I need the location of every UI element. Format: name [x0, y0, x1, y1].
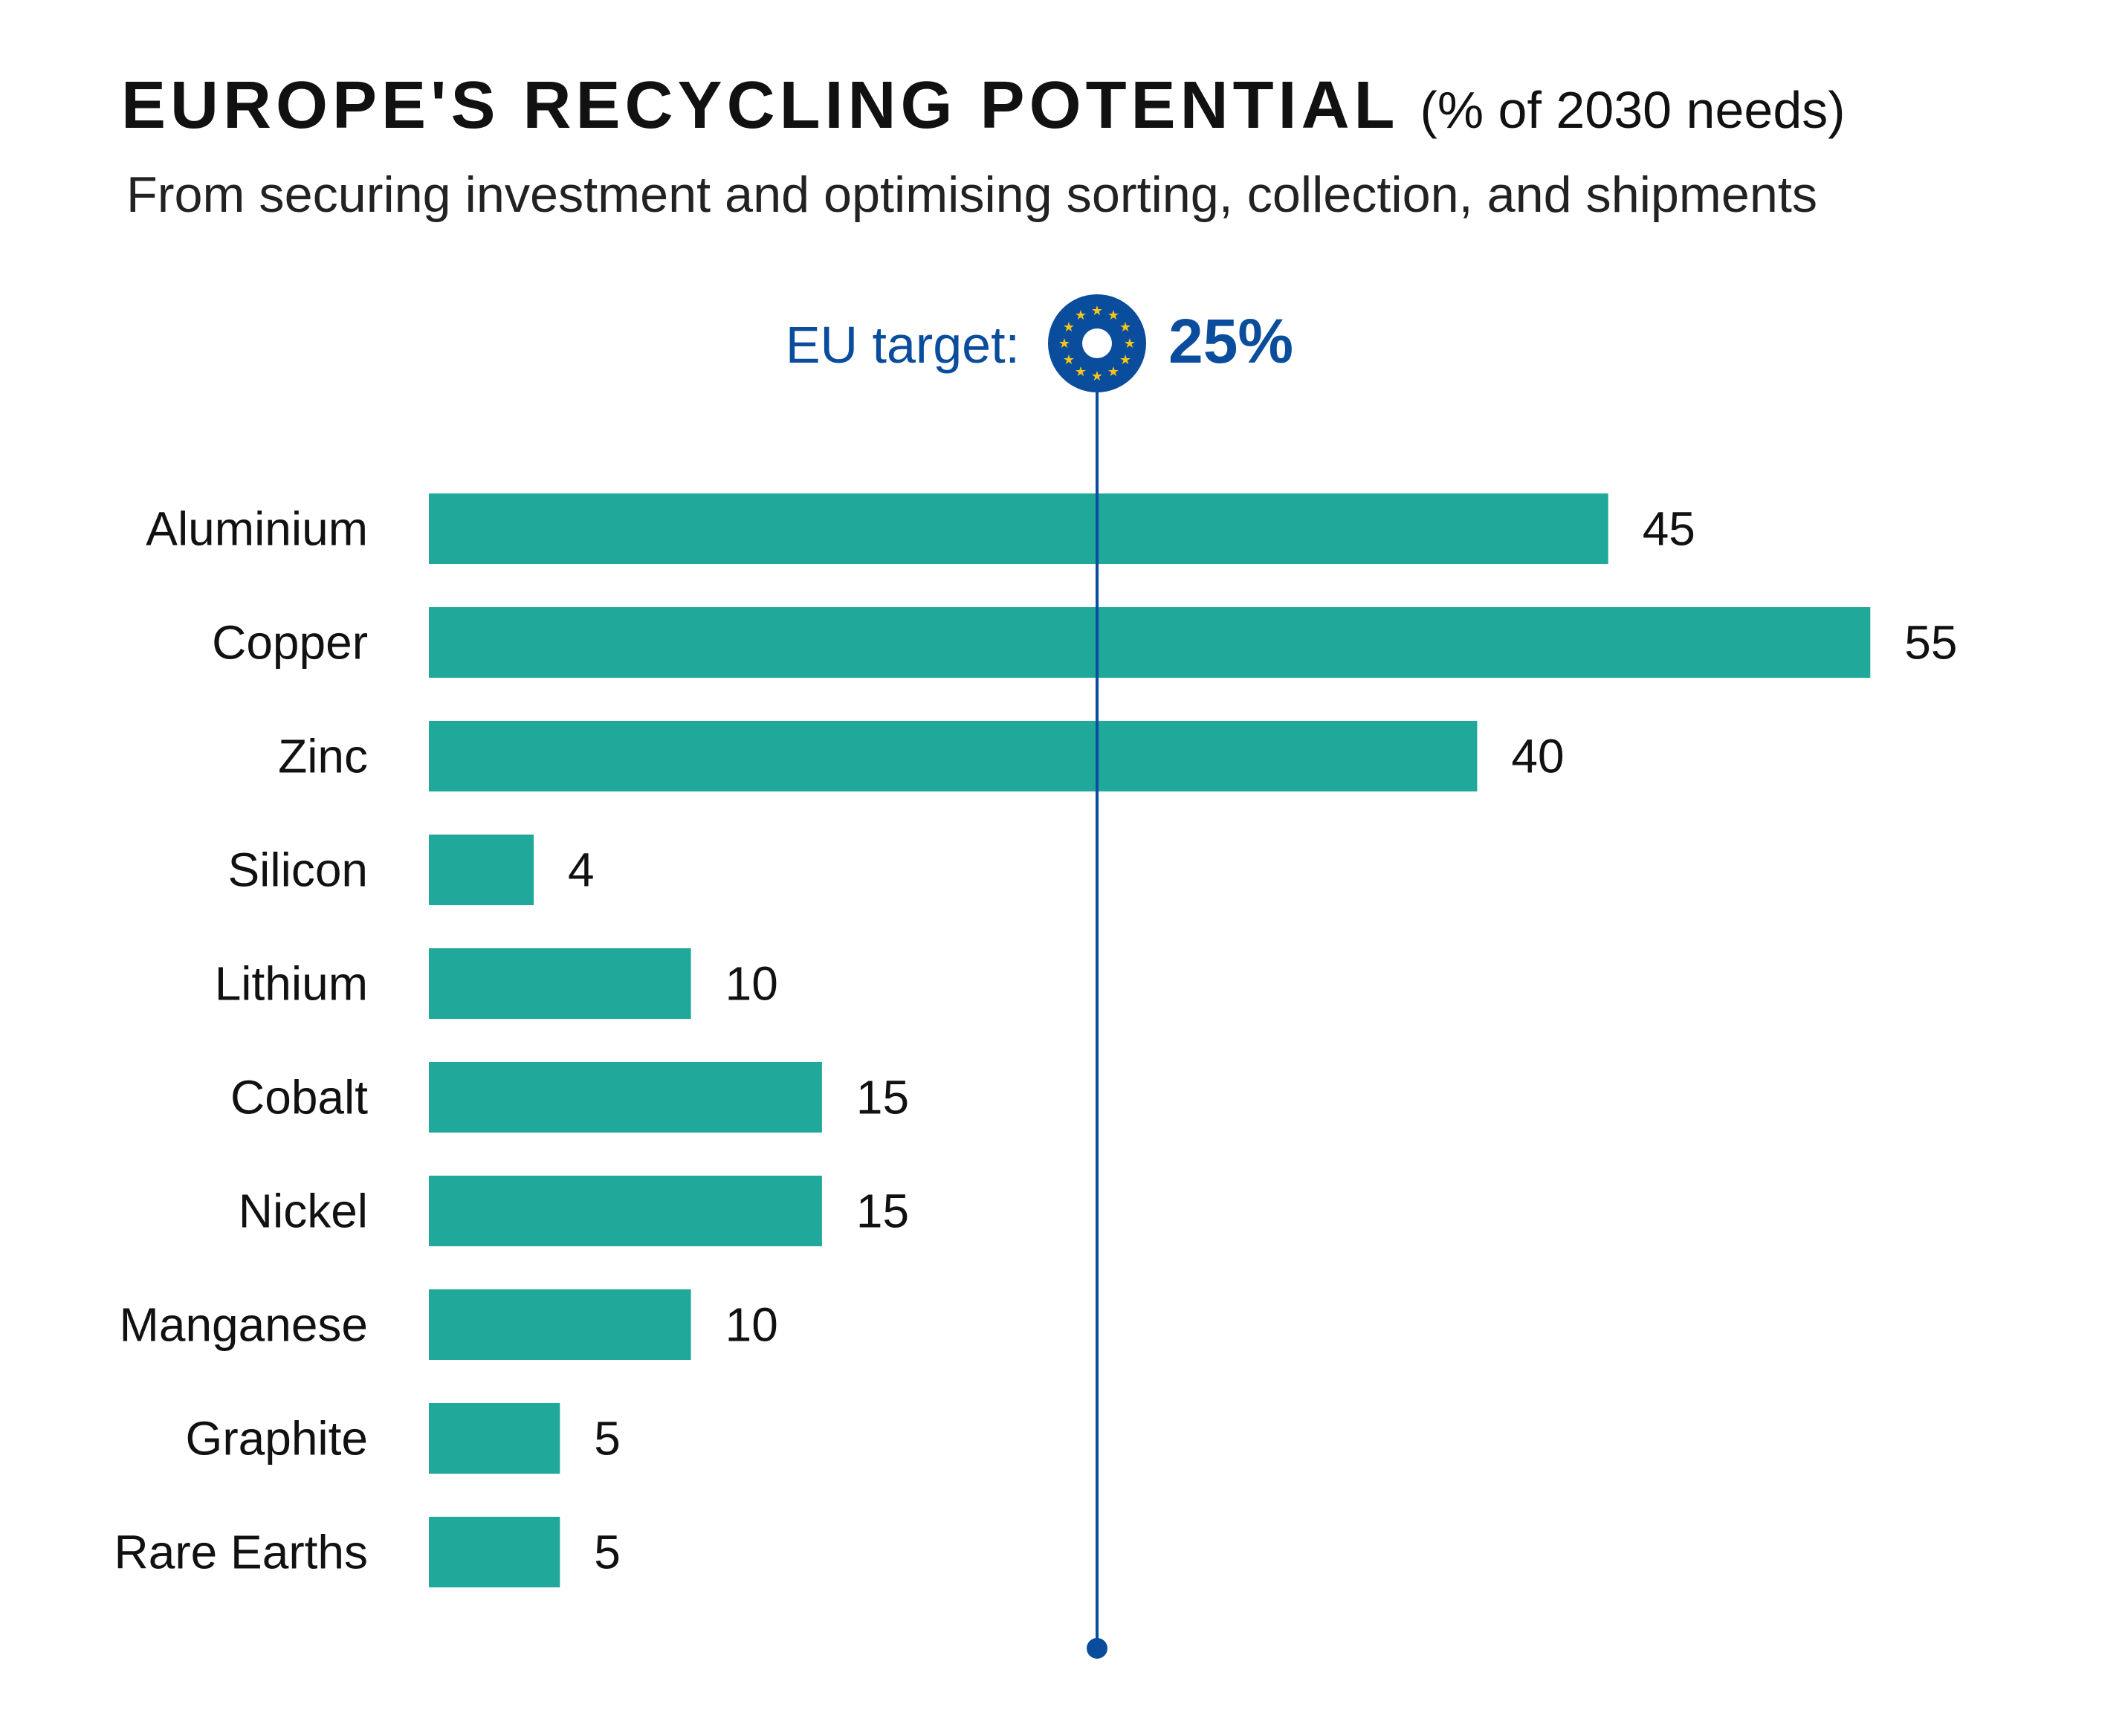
bar-manganese: [429, 1289, 691, 1360]
bar-nickel: [429, 1176, 822, 1246]
value-label: 5: [594, 1412, 621, 1465]
value-label: 4: [568, 843, 595, 897]
bar-rare-earths: [429, 1517, 560, 1587]
bar-copper: [429, 607, 1871, 678]
bar-silicon: [429, 835, 534, 905]
bar-cobalt: [429, 1062, 822, 1133]
star-icon: ★: [1075, 308, 1087, 323]
category-label: Zinc: [278, 730, 368, 783]
star-icon: ★: [1107, 364, 1119, 380]
category-label: Manganese: [120, 1298, 368, 1352]
value-label: 5: [594, 1526, 621, 1579]
chart-title-unit: (% of 2030 needs): [1420, 81, 1846, 139]
bar-zinc: [429, 721, 1478, 791]
star-icon: ★: [1075, 364, 1087, 380]
bar-lithium: [429, 948, 691, 1019]
value-label: 10: [725, 957, 778, 1011]
value-label: 10: [725, 1298, 778, 1352]
category-label: Nickel: [239, 1185, 368, 1238]
target-label: EU target:: [786, 316, 1020, 374]
bar-aluminium: [429, 493, 1608, 564]
category-label: Silicon: [227, 843, 368, 897]
value-label: 40: [1511, 730, 1564, 783]
star-icon: ★: [1063, 320, 1075, 335]
target-line-end-dot: [1087, 1638, 1107, 1659]
star-icon: ★: [1063, 352, 1075, 368]
star-icon: ★: [1107, 308, 1119, 323]
eu-target-marker: ★ ★★★★★★★★★★★ EU target: 25%: [786, 294, 1293, 1659]
target-value: 25%: [1168, 306, 1293, 376]
star-icon: ★: [1119, 320, 1131, 335]
chart-title-group: EUROPE'S RECYCLING POTENTIAL (% of 2030 …: [121, 68, 1846, 143]
category-label: Aluminium: [146, 502, 368, 556]
category-label: Rare Earths: [114, 1526, 368, 1579]
value-label: 15: [856, 1185, 909, 1238]
category-label: Cobalt: [230, 1071, 368, 1124]
eu-flag-icon: ★ ★★★★★★★★★★★: [1048, 294, 1146, 392]
star-icon: ★: [1091, 303, 1103, 319]
value-label: 15: [856, 1071, 909, 1124]
bar-graphite: [429, 1403, 560, 1474]
star-icon: ★: [1124, 336, 1136, 352]
value-label: 45: [1643, 502, 1695, 556]
star-icon: ★: [1091, 369, 1103, 384]
value-label: 55: [1904, 616, 1957, 670]
chart-title: EUROPE'S RECYCLING POTENTIAL: [121, 68, 1400, 143]
star-icon: ★: [1058, 336, 1070, 352]
chart-subtitle: From securing investment and optimising …: [126, 166, 1817, 223]
category-label: Graphite: [186, 1412, 368, 1465]
category-label: Lithium: [215, 957, 368, 1011]
star-icon: ★: [1119, 352, 1131, 368]
category-label: Copper: [212, 616, 368, 670]
